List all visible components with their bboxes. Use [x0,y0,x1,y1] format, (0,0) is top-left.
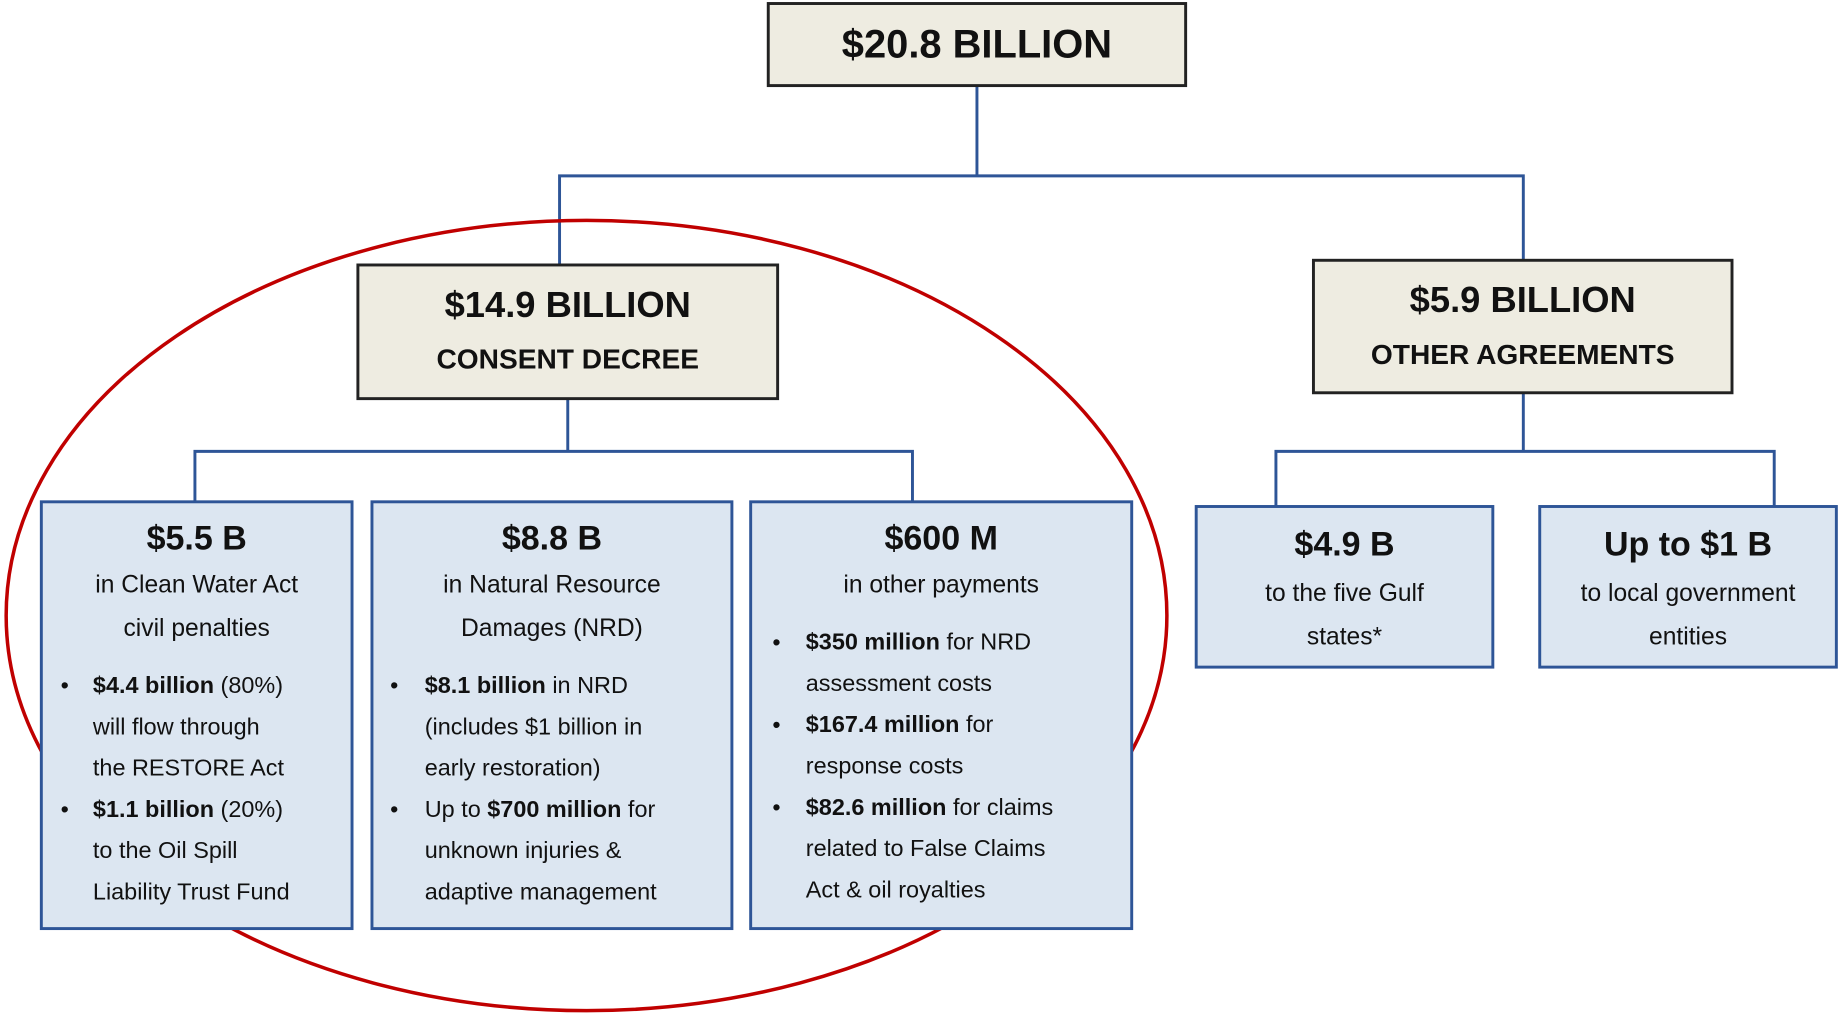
bullet-dot: • [61,796,69,822]
bullet-text: early restoration) [425,755,601,781]
child-box [370,500,734,931]
bullet-text: will flow through [92,714,260,740]
bullet-text: to the Oil Spill [93,837,238,863]
bullet-text: Up to [425,796,488,822]
child-box [1538,505,1838,669]
bullet-text: for claims [946,794,1053,820]
bullet-text: for [621,796,655,822]
bullet-line: (includes $1 billion in [425,714,643,740]
bullet-bold: $1.1 billion [93,796,214,822]
child-box [39,500,354,931]
branch-title: $5.9 BILLION [1410,279,1636,320]
child-title: $600 M [884,519,997,557]
root-title: $20.8 BILLION [842,22,1112,66]
child-subtitle: entities [1649,623,1727,650]
bullet-line: adaptive management [425,879,657,905]
branch-box [356,263,780,401]
bullet-bold: $700 million [487,796,621,822]
bullet-line: $4.4 billion (80%) [93,672,283,698]
bullet-line: the RESTORE Act [93,755,285,781]
bullet-line: assessment costs [806,670,992,696]
bullet-line: Liability Trust Fund [93,879,290,905]
bullet-text: (80%) [214,672,283,698]
bullet-text: for NRD [940,629,1031,655]
bullet-dot: • [390,672,398,698]
bullet-text: Liability Trust Fund [93,879,290,905]
bullet-dot: • [772,711,780,737]
connector [1274,449,1776,507]
bullet-dot: • [61,672,69,698]
bullet-line: $167.4 million for [806,711,994,737]
bullet-bold: $4.4 billion [93,672,214,698]
bullet-bold: $167.4 million [806,711,960,737]
child-subtitle: civil penalties [124,615,270,642]
bullet-line: $1.1 billion (20%) [93,796,283,822]
connector [558,174,1525,265]
child-subtitle: in other payments [843,572,1039,599]
bullet-bold: $82.6 million [806,794,947,820]
bullet-text: related to False Claims [806,835,1046,861]
bullet-text: unknown injuries & [425,837,622,863]
child-title: $5.5 B [147,519,247,557]
bullet-bold: $350 million [806,629,940,655]
child-title: Up to $1 B [1604,525,1772,563]
bullet-line: Act & oil royalties [806,876,986,902]
bullet-text: adaptive management [425,879,657,905]
bullet-line: Up to $700 million for [425,796,656,822]
bullet-line: related to False Claims [806,835,1046,861]
bullet-line: to the Oil Spill [93,837,238,863]
bullet-dot: • [772,629,780,655]
bullet-dot: • [772,794,780,820]
child-subtitle: to the five Gulf [1265,580,1424,607]
bullet-text: (20%) [214,796,283,822]
bullet-line: $350 million for NRD [806,629,1031,655]
child-box [1194,505,1495,669]
bullet-text: in NRD [546,672,628,698]
bullet-line: unknown injuries & [425,837,622,863]
bullet-text: the RESTORE Act [93,755,285,781]
branch-subtitle: CONSENT DECREE [436,344,699,375]
child-subtitle: to local government [1581,580,1796,607]
bullet-line: response costs [806,753,964,779]
connector [193,449,914,502]
child-title: $4.9 B [1294,525,1394,563]
root-box [766,2,1188,88]
child-subtitle: states* [1307,623,1383,650]
highlight-ellipse [4,218,1169,1013]
bullet-line: early restoration) [425,755,601,781]
branch-box [1311,258,1734,395]
bullet-text: assessment costs [806,670,992,696]
child-title: $8.8 B [502,519,602,557]
bullet-text: Act & oil royalties [806,876,986,902]
branch-title: $14.9 BILLION [445,284,691,325]
branch-subtitle: OTHER AGREEMENTS [1371,339,1675,370]
bullet-dot: • [390,796,398,822]
bullet-line: will flow through [92,714,260,740]
child-subtitle: in Clean Water Act [95,572,298,599]
child-subtitle: in Natural Resource [443,572,660,599]
bullet-line: $8.1 billion in NRD [425,672,628,698]
bullet-text: response costs [806,753,964,779]
bullet-text: for [959,711,993,737]
child-subtitle: Damages (NRD) [461,615,643,642]
bullet-bold: $8.1 billion [425,672,546,698]
child-box [749,500,1134,931]
bullet-text: (includes $1 billion in [425,714,643,740]
bullet-line: $82.6 million for claims [806,794,1053,820]
